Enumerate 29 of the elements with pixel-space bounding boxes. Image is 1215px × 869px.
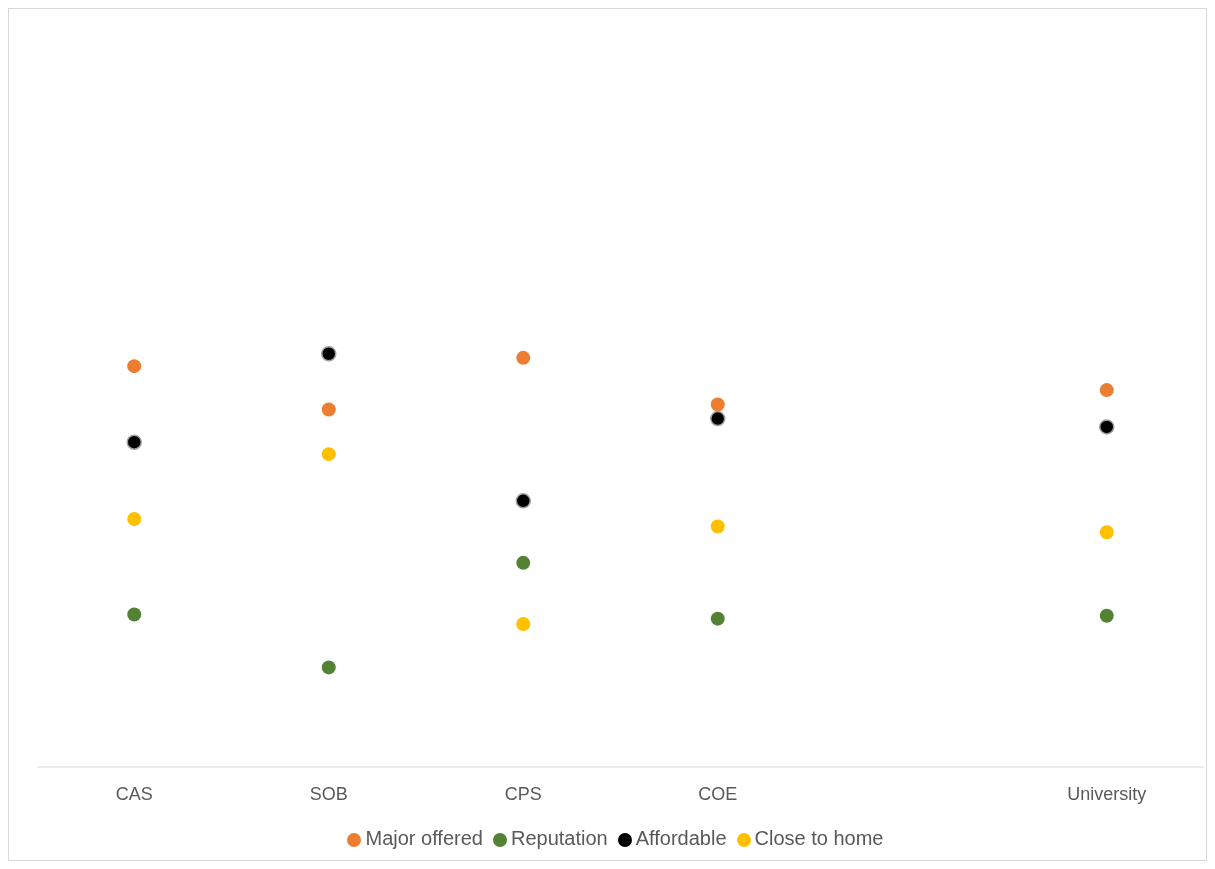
x-tick-label: University xyxy=(1067,783,1147,804)
point xyxy=(1099,383,1114,398)
x-tick-label: CPS xyxy=(504,783,542,804)
legend-label: Major offered xyxy=(365,827,483,849)
point xyxy=(710,410,726,427)
point xyxy=(127,607,142,622)
point xyxy=(321,402,336,417)
point xyxy=(1099,608,1114,623)
point xyxy=(1099,525,1114,540)
point xyxy=(321,345,337,362)
point xyxy=(1099,419,1115,435)
point xyxy=(126,434,142,450)
point xyxy=(710,519,725,534)
x-tick-label: COE xyxy=(698,783,738,804)
legend-label: Affordable xyxy=(635,827,727,849)
point xyxy=(127,359,142,374)
legend-label: Reputation xyxy=(510,827,608,849)
point xyxy=(516,617,531,632)
point xyxy=(710,611,725,626)
x-tick-label: CAS xyxy=(115,783,153,804)
point xyxy=(710,397,725,412)
x-tick-label: SOB xyxy=(309,783,348,804)
point xyxy=(321,660,336,675)
point xyxy=(321,447,336,462)
legend-label: Close to home xyxy=(754,827,884,849)
point xyxy=(516,555,531,570)
point xyxy=(515,493,531,509)
point xyxy=(127,512,142,527)
point xyxy=(516,350,531,365)
